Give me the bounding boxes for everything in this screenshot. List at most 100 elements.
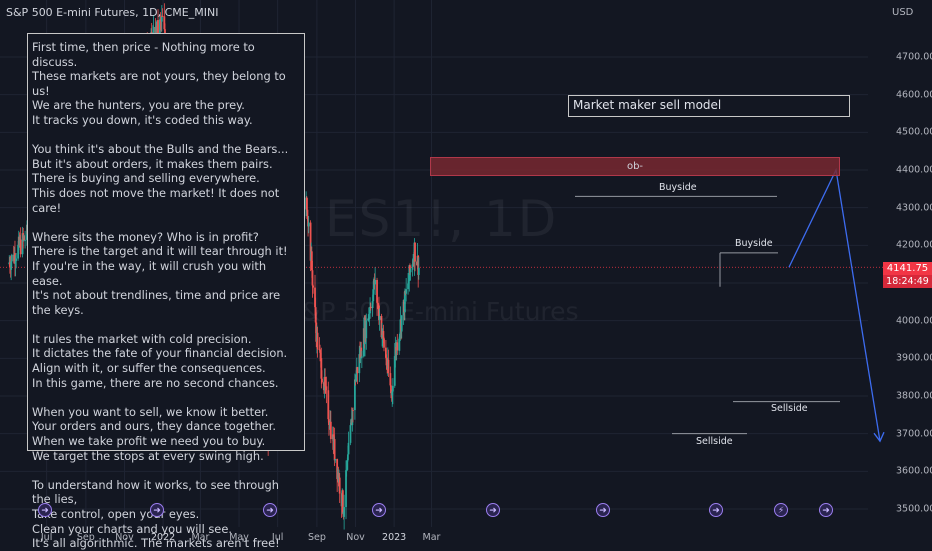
candle-body (10, 254, 13, 262)
candle-body (14, 261, 17, 264)
candle-body (329, 421, 332, 440)
candle-body (381, 335, 384, 338)
time-tick-label: Mar (191, 532, 210, 543)
candle-body (346, 460, 349, 470)
last-price-tag: 4141.75 (883, 262, 932, 276)
candle-body (409, 265, 411, 273)
lightning-event-icon[interactable]: ⚡ (774, 503, 788, 517)
chart-title: S&P 500 E-mini Futures, 1D, CME_MINI (6, 6, 219, 19)
price-tick-label: 4500.00 (896, 126, 932, 138)
poem-note-box[interactable]: First time, then price - Nothing more to… (27, 33, 305, 550)
candle-body (391, 385, 394, 392)
price-tick-label: 4400.00 (896, 164, 932, 176)
candle-body (17, 244, 20, 259)
arrow-event-icon[interactable]: ➜ (38, 503, 52, 517)
candle-body (355, 374, 358, 382)
time-tick-label: Nov (346, 532, 365, 543)
note-paragraph: You think it's about the Bulls and the B… (32, 142, 289, 215)
candle-body (378, 315, 381, 321)
time-tick-label: Nov (115, 532, 134, 543)
price-tick-label: 3900.00 (896, 352, 932, 364)
candle-body (10, 261, 13, 270)
candle-body (152, 26, 155, 33)
arrow-event-icon[interactable]: ➜ (486, 503, 500, 517)
arrow-event-icon[interactable]: ➜ (263, 503, 277, 517)
candle-body (407, 280, 410, 284)
time-tick-label: Mar (422, 532, 441, 543)
candle-body (15, 258, 18, 262)
time-tick-label: Jul (40, 532, 53, 543)
candle-body (393, 356, 396, 386)
time-tick-label: 2022 (150, 532, 176, 543)
candle-body (314, 287, 316, 308)
note-paragraph: Where sits the money? Who is in profit? … (32, 229, 288, 317)
candle-body (307, 222, 310, 227)
candle-body (338, 477, 341, 494)
price-tick-label: 3800.00 (896, 390, 932, 402)
candle-body (157, 20, 159, 34)
projection-path (788, 167, 881, 442)
candle-body (398, 338, 401, 351)
order-block-zone[interactable]: ob- (430, 157, 840, 176)
candle-body (369, 306, 372, 309)
arrow-event-icon[interactable]: ➜ (372, 503, 386, 517)
bar-countdown-tag: 18:24:49 (883, 275, 932, 288)
price-tick-label: 4000.00 (896, 315, 932, 327)
model-label-box[interactable]: Market maker sell model (568, 95, 850, 117)
candle-body (343, 507, 346, 517)
candle-body (352, 410, 354, 411)
candle-body (319, 352, 322, 359)
time-tick-label: Jul (271, 532, 284, 543)
candle-body (365, 320, 368, 339)
price-tick-label: 4300.00 (896, 202, 932, 214)
note-paragraph: First time, then price - Nothing more to… (32, 40, 286, 127)
candle-body (409, 269, 412, 273)
candle-body (306, 209, 309, 219)
candle-body (391, 391, 394, 396)
candle-body (414, 242, 416, 262)
arrow-event-icon[interactable]: ➜ (596, 503, 610, 517)
candle-body (383, 338, 385, 348)
arrow-event-icon[interactable]: ➜ (819, 503, 833, 517)
price-tick-label: 3600.00 (896, 465, 932, 477)
candle-body (403, 290, 406, 313)
candle-body (321, 378, 323, 383)
candle-body (353, 379, 356, 411)
candle-body (324, 376, 327, 387)
candle-body (24, 239, 26, 241)
candle-body (417, 255, 420, 275)
candle-body (398, 333, 401, 339)
candle-body (161, 16, 164, 17)
arrow-event-icon[interactable]: ➜ (709, 503, 723, 517)
watermark-name: S&P 500 E-mini Futures (285, 297, 579, 326)
candle-body (320, 358, 323, 379)
candle-body (159, 19, 161, 34)
candle-body (347, 442, 350, 455)
candle-body (389, 373, 392, 386)
candle-body (347, 454, 349, 461)
candle-body (8, 262, 11, 268)
note-paragraph: It rules the market with cold precision.… (32, 331, 288, 390)
candle-body (385, 357, 388, 366)
candle-body (387, 359, 390, 374)
candle-body (385, 347, 387, 358)
arrow-event-icon[interactable]: ➜ (150, 503, 164, 517)
price-tick-label: 4600.00 (896, 89, 932, 101)
time-tick-label: 2023 (382, 532, 407, 543)
candle-body (372, 289, 375, 302)
candle-body (400, 315, 403, 332)
time-tick-label: May (229, 532, 249, 543)
candle-body (408, 265, 411, 281)
candle-body (163, 16, 166, 30)
candle-body (328, 419, 330, 425)
candle-body (358, 354, 361, 374)
candle-body (417, 267, 420, 275)
candle-body (309, 222, 312, 261)
price-tick-label: 3700.00 (896, 428, 932, 440)
candle-body (356, 367, 359, 374)
note-paragraph: When you want to sell, we know it better… (32, 404, 276, 463)
buyside-label-2: Buyside (735, 238, 773, 249)
sellside-label-1: Sellside (696, 436, 733, 447)
candle-body (377, 304, 380, 306)
candle-body (312, 285, 315, 288)
